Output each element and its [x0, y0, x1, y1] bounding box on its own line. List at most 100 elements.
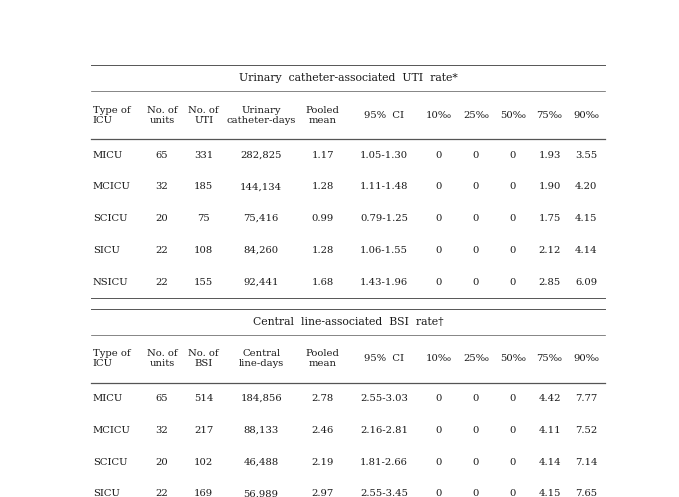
Text: MICU: MICU	[93, 151, 123, 160]
Text: 331: 331	[194, 151, 213, 160]
Text: 0: 0	[473, 246, 479, 255]
Text: Central
line-days: Central line-days	[238, 349, 284, 368]
Text: 0: 0	[473, 426, 479, 435]
Text: 1.68: 1.68	[312, 278, 334, 287]
Text: 10‰: 10‰	[426, 111, 452, 120]
Text: 20: 20	[155, 214, 168, 223]
Text: 50‰: 50‰	[500, 111, 526, 120]
Text: 92,441: 92,441	[243, 278, 279, 287]
Text: 0: 0	[509, 214, 516, 223]
Text: Pooled
mean: Pooled mean	[306, 349, 340, 368]
Text: 0: 0	[436, 151, 442, 160]
Text: Type of
ICU: Type of ICU	[93, 106, 130, 125]
Text: 0: 0	[436, 490, 442, 497]
Text: 65: 65	[155, 394, 168, 403]
Text: 0: 0	[473, 458, 479, 467]
Text: NSICU: NSICU	[93, 278, 128, 287]
Text: 56,989: 56,989	[244, 490, 278, 497]
Text: 84,260: 84,260	[244, 246, 278, 255]
Text: 217: 217	[194, 426, 213, 435]
Text: 1.93: 1.93	[538, 151, 561, 160]
Text: 0: 0	[509, 458, 516, 467]
Text: 4.14: 4.14	[538, 458, 561, 467]
Text: 22: 22	[155, 278, 168, 287]
Text: MCICU: MCICU	[93, 182, 130, 191]
Text: SICU: SICU	[93, 490, 120, 497]
Text: No. of
units: No. of units	[147, 349, 177, 368]
Text: 4.15: 4.15	[575, 214, 598, 223]
Text: 1.90: 1.90	[538, 182, 561, 191]
Text: 0: 0	[473, 490, 479, 497]
Text: 4.11: 4.11	[538, 426, 561, 435]
Text: 184,856: 184,856	[240, 394, 282, 403]
Text: SCICU: SCICU	[93, 458, 127, 467]
Text: Type of
ICU: Type of ICU	[93, 349, 130, 368]
Text: Central  line-associated  BSI  rate†: Central line-associated BSI rate†	[253, 317, 443, 327]
Text: Urinary
catheter-days: Urinary catheter-days	[226, 106, 296, 125]
Text: 90‰: 90‰	[573, 111, 600, 120]
Text: 75: 75	[198, 214, 210, 223]
Text: 0: 0	[436, 182, 442, 191]
Text: 0: 0	[436, 426, 442, 435]
Text: 25‰: 25‰	[463, 111, 489, 120]
Text: 4.15: 4.15	[538, 490, 561, 497]
Text: 0: 0	[473, 182, 479, 191]
Text: 1.05-1.30: 1.05-1.30	[360, 151, 408, 160]
Text: 2.12: 2.12	[538, 246, 561, 255]
Text: 0: 0	[473, 151, 479, 160]
Text: 2.85: 2.85	[538, 278, 561, 287]
Text: 7.65: 7.65	[575, 490, 598, 497]
Text: 0: 0	[473, 278, 479, 287]
Text: Urinary  catheter-associated  UTI  rate*: Urinary catheter-associated UTI rate*	[238, 74, 458, 83]
Text: 1.28: 1.28	[312, 246, 334, 255]
Text: 1.81-2.66: 1.81-2.66	[360, 458, 408, 467]
Text: 50‰: 50‰	[500, 354, 526, 363]
Text: 75‰: 75‰	[536, 111, 562, 120]
Text: 95%  CI: 95% CI	[364, 111, 404, 120]
Text: 0: 0	[436, 278, 442, 287]
Text: 4.20: 4.20	[575, 182, 598, 191]
Text: 0: 0	[509, 490, 516, 497]
Text: 20: 20	[155, 458, 168, 467]
Text: 0: 0	[473, 394, 479, 403]
Text: 32: 32	[155, 182, 168, 191]
Text: 2.97: 2.97	[312, 490, 334, 497]
Text: 46,488: 46,488	[244, 458, 279, 467]
Text: 0: 0	[509, 426, 516, 435]
Text: 0: 0	[509, 151, 516, 160]
Text: 0: 0	[436, 246, 442, 255]
Text: 0: 0	[436, 458, 442, 467]
Text: 2.78: 2.78	[312, 394, 334, 403]
Text: 2.55-3.45: 2.55-3.45	[360, 490, 408, 497]
Text: 75,416: 75,416	[244, 214, 279, 223]
Text: 4.42: 4.42	[538, 394, 561, 403]
Text: 1.28: 1.28	[312, 182, 334, 191]
Text: 0: 0	[509, 182, 516, 191]
Text: MICU: MICU	[93, 394, 123, 403]
Text: 0: 0	[509, 246, 516, 255]
Text: 0: 0	[509, 278, 516, 287]
Text: 10‰: 10‰	[426, 354, 452, 363]
Text: 7.77: 7.77	[575, 394, 598, 403]
Text: 108: 108	[194, 246, 213, 255]
Text: 2.46: 2.46	[312, 426, 334, 435]
Text: 6.09: 6.09	[575, 278, 598, 287]
Text: 282,825: 282,825	[240, 151, 282, 160]
Text: 0: 0	[436, 394, 442, 403]
Text: 1.11-1.48: 1.11-1.48	[360, 182, 408, 191]
Text: MCICU: MCICU	[93, 426, 130, 435]
Text: 25‰: 25‰	[463, 354, 489, 363]
Text: 0: 0	[473, 214, 479, 223]
Text: SICU: SICU	[93, 246, 120, 255]
Text: SCICU: SCICU	[93, 214, 127, 223]
Text: 144,134: 144,134	[240, 182, 282, 191]
Text: 2.16-2.81: 2.16-2.81	[360, 426, 408, 435]
Text: No. of
UTI: No. of UTI	[189, 106, 219, 125]
Text: 185: 185	[194, 182, 213, 191]
Text: 22: 22	[155, 490, 168, 497]
Text: No. of
units: No. of units	[147, 106, 177, 125]
Text: 0: 0	[436, 214, 442, 223]
Text: Pooled
mean: Pooled mean	[306, 106, 340, 125]
Text: 22: 22	[155, 246, 168, 255]
Text: 88,133: 88,133	[244, 426, 279, 435]
